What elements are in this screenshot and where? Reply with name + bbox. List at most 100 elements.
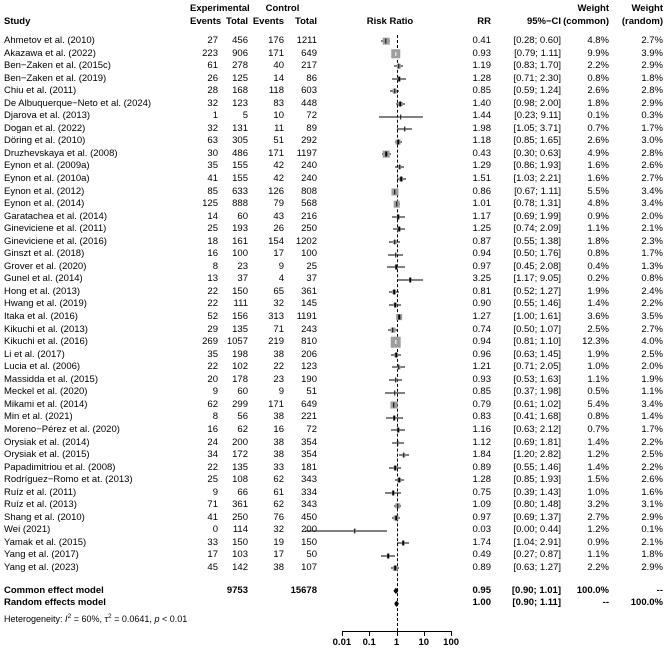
- exp-total: 62: [237, 423, 248, 435]
- ctrl-total: 354: [301, 436, 317, 448]
- study-name: Moreno−Pérez et al. (2020): [4, 423, 120, 435]
- header-weight-random: (random): [621, 16, 663, 27]
- study-row: Orysiak et al. (2014) 24 200 38 354 1.12 [0.69…: [4, 437, 669, 450]
- ctrl-total: 603: [301, 85, 317, 97]
- risk-ratio-plot-cell: [317, 386, 463, 399]
- study-rows: Ahmetov et al. (2010) 27 456 176 1211 0.41 [0.…: [4, 35, 669, 575]
- study-row: Orysiak et al. (2015) 34 172 38 354 1.84 [1.20…: [4, 449, 669, 462]
- exp-total: 305: [232, 135, 248, 147]
- ci-value: [0.50; 1.76]: [513, 248, 561, 260]
- rr-value: 1.17: [472, 210, 492, 222]
- ctrl-events: 22: [273, 361, 284, 373]
- point-tick: [400, 114, 402, 120]
- ctrl-events: 10: [273, 110, 284, 122]
- ctrl-events: [248, 585, 284, 598]
- study-name: Eynon et al. (2010a): [4, 173, 90, 185]
- exp-events: 34: [207, 449, 218, 461]
- ctrl-total: 808: [301, 185, 317, 197]
- study-row: Eynon et al. (2014) 125 888 79 568 1.01 [0.78;…: [4, 198, 669, 211]
- point-tick: [397, 139, 400, 145]
- ctrl-total: 107: [301, 561, 317, 573]
- exp-total: 111: [233, 298, 248, 310]
- risk-ratio-plot-cell: [317, 311, 463, 324]
- risk-ratio-plot-cell: [317, 48, 463, 61]
- ci-value: [0.50; 1.07]: [513, 323, 561, 335]
- point-tick: [395, 264, 397, 270]
- risk-ratio-plot-cell: [317, 35, 463, 48]
- weight-random-value: 2.8%: [641, 85, 663, 97]
- weight-random-value: 2.9%: [641, 511, 663, 523]
- het-prefix: Heterogeneity:: [4, 614, 66, 625]
- weight-random-value: 1.8%: [641, 72, 663, 84]
- study-row: De Albuquerque−Neto et al. (2024) 32 123 83…: [4, 98, 669, 111]
- ctrl-total: 123: [301, 361, 317, 373]
- ctrl-events: 16: [273, 423, 284, 435]
- point-tick: [399, 101, 402, 107]
- ctrl-total: 221: [301, 411, 317, 423]
- exp-total: 135: [232, 461, 248, 473]
- ci-value: [0.28; 0.60]: [513, 35, 561, 46]
- weight-random-value: 3.9%: [641, 47, 663, 59]
- ci-value: [0.41; 1.68]: [513, 411, 561, 423]
- risk-ratio-plot-cell: [317, 135, 463, 148]
- study-name: Meckel et al. (2020): [4, 386, 88, 398]
- header-weight-random-top: Weight: [631, 3, 664, 14]
- weight-common-value: 1.8%: [587, 235, 609, 247]
- study-name: Ahmetov et al. (2010): [4, 35, 95, 46]
- weight-random-value: 100.0%: [630, 597, 663, 609]
- study-row: Meckel et al. (2020) 9 60 9 51 0.85 [0.37; 1.9…: [4, 386, 669, 399]
- risk-ratio-plot-cell: [317, 110, 463, 123]
- ctrl-events: 11: [274, 122, 284, 134]
- weight-random-value: 3.4%: [641, 185, 663, 197]
- header-risk-ratio: Risk Ratio: [366, 16, 414, 27]
- weight-random-value: 2.9%: [641, 97, 663, 109]
- rr-value: 0.83: [472, 411, 492, 423]
- header-ctrl-events: Events: [252, 16, 284, 27]
- study-row: Ben−Zaken et al. (2019) 26 125 14 86 1.28 [0.7…: [4, 73, 669, 86]
- weight-random-value: 2.6%: [641, 160, 663, 172]
- exp-total: 66: [237, 486, 248, 498]
- study-row: Ben−Zaken et al. (2015c) 61 278 40 217 1.19 [0…: [4, 60, 669, 73]
- ctrl-total: 243: [301, 323, 317, 335]
- ci-value: [0.55; 1.46]: [513, 298, 561, 310]
- risk-ratio-plot-cell: [317, 73, 463, 86]
- point-tick: [397, 440, 399, 446]
- ci-value: [0.69; 1.37]: [513, 511, 561, 523]
- point-tick: [394, 465, 396, 471]
- point-tick: [402, 452, 405, 458]
- rr-value: 0.81: [472, 285, 492, 297]
- ci-value: [0.80; 1.48]: [513, 499, 561, 511]
- point-tick: [395, 252, 397, 258]
- exp-events: 28: [207, 85, 218, 97]
- rr-value: 0.87: [472, 235, 492, 247]
- exp-total: 486: [232, 147, 248, 159]
- exp-events: 1: [212, 110, 218, 122]
- risk-ratio-plot-cell: [317, 361, 463, 374]
- weight-common-value: 2.6%: [587, 85, 609, 97]
- ctrl-total: 15678: [290, 584, 317, 596]
- weight-common-value: 1.6%: [587, 173, 609, 185]
- weight-random-value: 1.7%: [641, 122, 663, 134]
- exp-total: 60: [237, 210, 248, 222]
- axis-tick-label: 1: [393, 637, 400, 648]
- header-spacer: [4, 2, 190, 15]
- weight-common-value: 1.1%: [587, 549, 609, 561]
- ci-value: [0.71; 2.30]: [513, 72, 561, 84]
- ctrl-events: 176: [268, 35, 284, 46]
- weight-common-value: 1.4%: [587, 298, 609, 310]
- exp-events: 8: [212, 411, 218, 423]
- point-tick: [398, 364, 400, 370]
- axis-tick: [451, 631, 453, 636]
- weight-random-value: 2.1%: [641, 223, 663, 235]
- weight-random-value: 1.7%: [641, 423, 663, 435]
- ctrl-total: 343: [301, 499, 317, 511]
- exp-total: 250: [232, 511, 248, 523]
- ci-line: [305, 530, 387, 532]
- ctrl-events: 154: [268, 235, 284, 247]
- weight-common-value: 1.2%: [587, 449, 609, 461]
- study-name: Mikami et al. (2014): [4, 398, 88, 410]
- exp-total: 60: [237, 386, 248, 398]
- exp-events: 269: [202, 336, 218, 348]
- point-tick: [398, 164, 401, 170]
- study-name: Orysiak et al. (2014): [4, 436, 90, 448]
